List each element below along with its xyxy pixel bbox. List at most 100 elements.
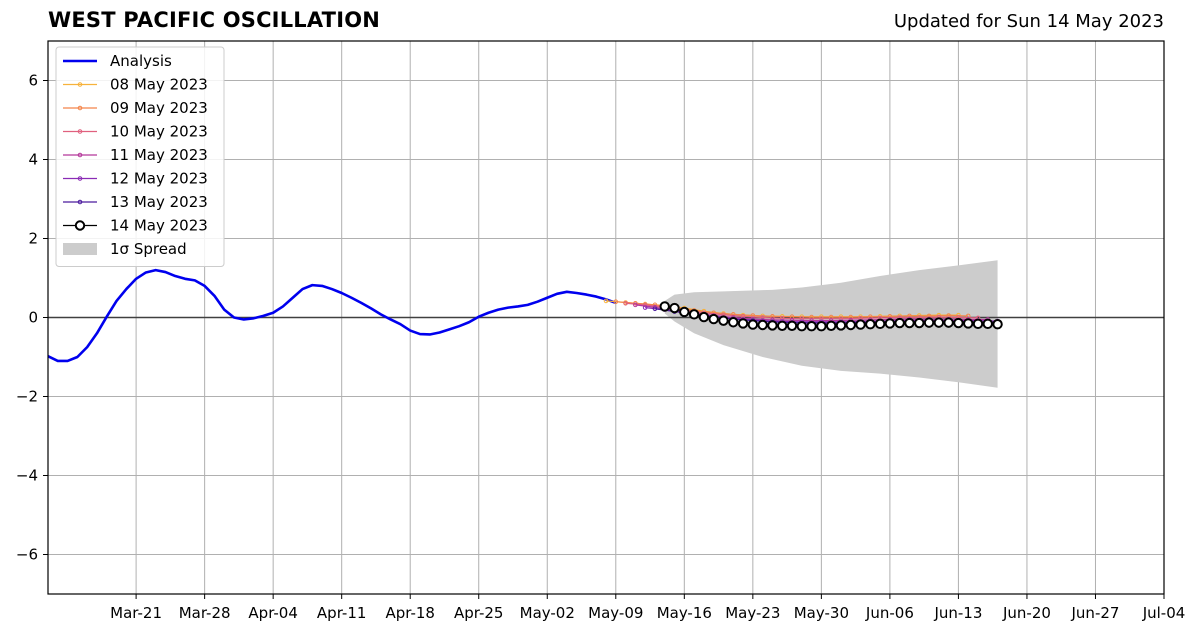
forecast-point	[786, 320, 798, 331]
forecast-point	[757, 319, 768, 331]
x-tick-label: Mar-21	[110, 604, 162, 622]
legend-box	[55, 46, 225, 267]
forecast-point	[992, 319, 1003, 330]
forecast-point	[728, 317, 739, 328]
x-tick-label: Jun-13	[933, 604, 982, 622]
forecast-point	[963, 318, 974, 329]
legend-marker	[77, 199, 83, 205]
legend-label: 12 May 2023	[110, 170, 208, 188]
forecast-point	[718, 315, 729, 326]
forecast-point	[972, 318, 984, 330]
x-tick-label: Apr-11	[317, 604, 367, 622]
forecast-point	[767, 320, 778, 331]
legend-marker	[77, 152, 83, 158]
x-tick-label: May-30	[794, 604, 849, 622]
legend-marker	[74, 220, 86, 231]
forecast-point	[708, 313, 719, 325]
forecast-point	[679, 306, 690, 318]
forecast-point	[904, 317, 915, 329]
legend-label: 13 May 2023	[110, 193, 208, 211]
y-tick-label: 6	[28, 72, 38, 90]
forecast-point	[953, 317, 964, 329]
forecast-point	[737, 318, 749, 329]
forecast-point	[816, 320, 827, 332]
forecast-point	[777, 320, 788, 331]
x-tick-label: May-02	[520, 604, 575, 622]
x-tick-label: Apr-04	[248, 604, 298, 622]
legend-marker	[77, 176, 83, 181]
forecast-point	[613, 299, 619, 305]
y-tick-label: −2	[16, 388, 38, 406]
analysis-line	[47, 268, 617, 363]
x-tick-label: Jun-20	[1002, 604, 1051, 622]
chart-title: WEST PACIFIC OSCILLATION	[48, 8, 381, 32]
forecast-point	[835, 320, 847, 331]
legend-marker	[77, 105, 83, 111]
forecast-point	[894, 317, 905, 329]
x-tick-label: Jun-27	[1071, 604, 1120, 622]
y-tick-label: 0	[28, 309, 38, 327]
forecast-point	[923, 317, 935, 328]
legend-swatch	[63, 243, 97, 255]
legend-label: 1σ Spread	[110, 240, 187, 258]
legend-item: 10 May 2023	[63, 123, 208, 141]
chart-subtitle: Updated for Sun 14 May 2023	[893, 11, 1164, 32]
y-tick-label: −4	[16, 467, 38, 485]
legend-item: 13 May 2023	[63, 193, 208, 211]
x-tick-label: Apr-18	[385, 604, 435, 622]
forecast-point	[865, 319, 876, 330]
forecast-point	[933, 317, 945, 328]
x-tick-label: Apr-25	[454, 604, 504, 622]
y-tick-label: 4	[28, 151, 38, 169]
series-analysis	[47, 268, 617, 363]
forecast-point	[747, 319, 759, 330]
legend-label: Analysis	[110, 52, 172, 70]
legend-marker	[77, 129, 83, 134]
forecast-point	[603, 298, 609, 304]
forecast-point	[845, 319, 856, 331]
forecast-point	[623, 300, 628, 306]
forecast-point	[652, 306, 658, 312]
legend-marker	[77, 82, 83, 87]
forecast-point	[884, 318, 896, 329]
legend-item: 08 May 2023	[63, 76, 208, 94]
forecast-point	[806, 320, 817, 332]
series-14-may-2023	[659, 301, 1003, 332]
x-tick-label: May-09	[588, 604, 643, 622]
forecast-point	[659, 301, 670, 312]
forecast-point	[914, 317, 925, 329]
x-tick-label: May-23	[725, 604, 780, 622]
legend-item: 11 May 2023	[63, 146, 208, 164]
forecast-point	[669, 302, 680, 314]
forecast-point	[688, 309, 700, 320]
legend-item: 09 May 2023	[63, 99, 208, 117]
legend: Analysis 08 May 2023 09 May 2023 10 May 202…	[55, 46, 225, 267]
forecast-point	[796, 320, 807, 332]
legend-item: 1σ Spread	[63, 240, 187, 258]
legend-item: 14 May 2023	[63, 217, 208, 235]
legend-label: 11 May 2023	[110, 146, 208, 164]
forecast-point	[825, 320, 837, 331]
x-tick-label: May-16	[657, 604, 712, 622]
axis-ticks: Mar-21 Mar-28 Apr-04 Apr-11 Apr-18 Apr-25 May-…	[16, 72, 1185, 623]
x-tick-label: Mar-28	[179, 604, 231, 622]
forecast-point	[855, 319, 866, 330]
legend-item: Analysis	[63, 52, 172, 70]
forecast-point	[642, 302, 648, 308]
series-lines	[47, 268, 1003, 363]
forecast-point	[874, 318, 886, 330]
forecast-point	[642, 305, 648, 310]
forecast-point	[943, 317, 954, 328]
forecast-point	[982, 318, 993, 330]
forecast-point	[633, 302, 638, 308]
y-tick-label: 2	[28, 230, 38, 248]
legend-label: 10 May 2023	[110, 123, 208, 141]
y-tick-label: −6	[16, 546, 38, 564]
x-tick-label: Jun-06	[865, 604, 914, 622]
legend-item: 12 May 2023	[63, 170, 208, 188]
forecast-point	[698, 311, 710, 323]
legend-label: 14 May 2023	[110, 217, 208, 235]
legend-label: 09 May 2023	[110, 99, 208, 117]
legend-label: 08 May 2023	[110, 76, 208, 94]
